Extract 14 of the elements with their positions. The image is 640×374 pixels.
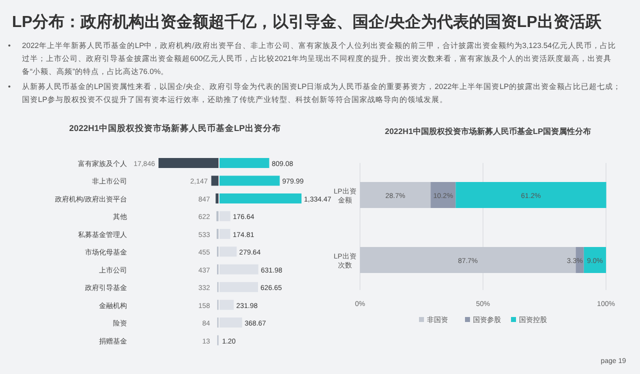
text: LP分布：政府机构出资金额超千亿，以引导金、国企/央企为代表的国资LP出资活跃 [12, 12, 602, 33]
bar [220, 264, 258, 274]
bar [211, 176, 218, 186]
bar [220, 318, 242, 328]
chart-title: 2022H1中国股权投资市场新募人民币基金LP出资分布 [69, 123, 281, 133]
bar [360, 182, 431, 208]
bar [220, 282, 258, 292]
bar [220, 246, 237, 257]
bar [430, 182, 456, 208]
bar [456, 182, 606, 208]
chart-title: 2022H1中国股权投资市场新募人民币基金LP国资属性分布 [384, 126, 592, 136]
bar [584, 247, 606, 273]
bar [216, 193, 218, 204]
bar [220, 300, 234, 310]
